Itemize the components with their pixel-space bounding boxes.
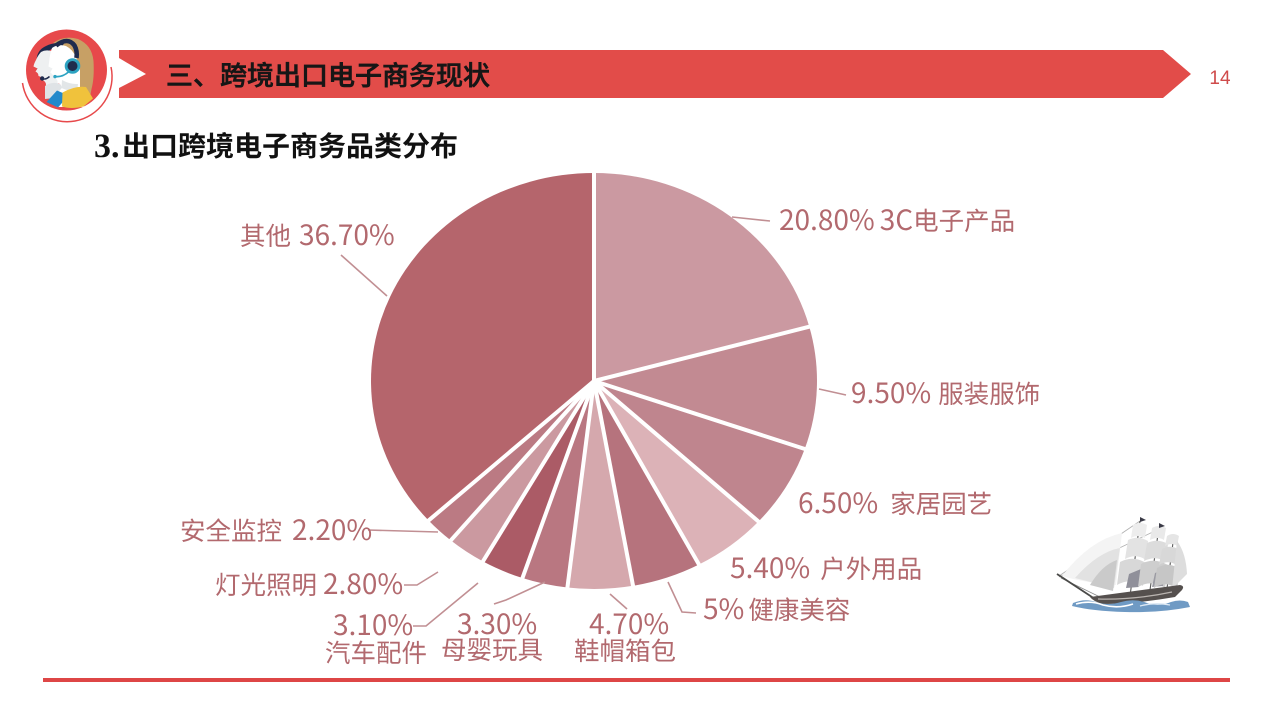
svg-text:14: 14 <box>1209 68 1231 89</box>
